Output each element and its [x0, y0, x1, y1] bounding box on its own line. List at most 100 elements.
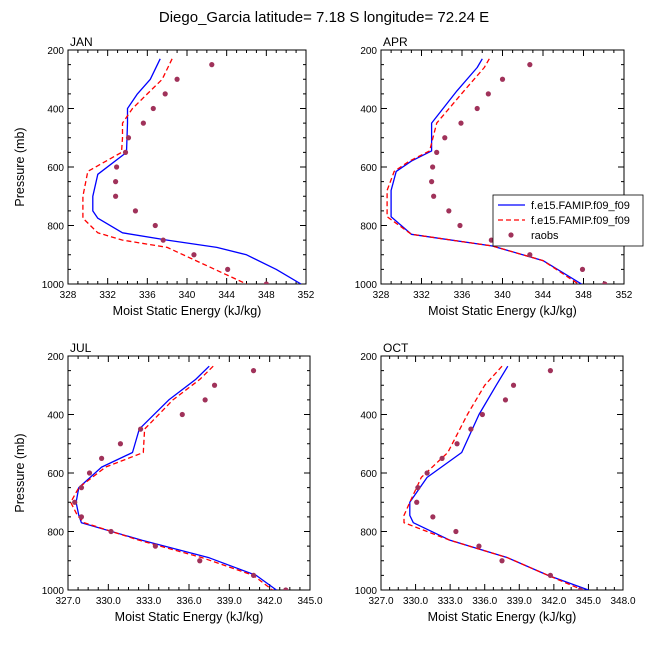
y-tick-label: 400 [47, 411, 64, 422]
raobs-point [474, 105, 480, 112]
series-solid-line [92, 58, 302, 284]
raobs-point [454, 441, 460, 447]
x-tick-label: 332 [413, 290, 430, 301]
raobs-point [108, 528, 114, 535]
y-axis-label: Pressure (mb) [13, 433, 27, 512]
series-dashed-line [82, 58, 247, 284]
raobs-point [122, 149, 129, 155]
legend: f.e15.FAMIP.f09_f09 f.e15.FAMIP.f09_f09ra… [492, 194, 644, 247]
y-tick-label: 1000 [42, 586, 65, 597]
raobs-point [457, 222, 463, 229]
panel-label: JAN [70, 35, 93, 49]
y-tick-label: 800 [47, 222, 64, 233]
raobs-point [263, 281, 269, 284]
legend-label: raobs [531, 230, 559, 242]
raobs-point [527, 62, 533, 68]
y-tick-label: 1000 [42, 280, 65, 291]
raobs-point [160, 237, 166, 243]
x-tick-label: 345.0 [297, 596, 322, 607]
raobs-point [547, 572, 554, 578]
raobs-point [499, 76, 506, 82]
x-tick-label: 336.0 [472, 596, 497, 607]
x-axis-label: Moist Static Energy (kJ/kg) [113, 304, 262, 318]
raobs-point [476, 543, 482, 549]
x-tick-label: 344 [218, 290, 235, 301]
raobs-point [138, 426, 144, 432]
y-tick-label: 400 [360, 411, 377, 422]
x-axis-label: Moist Static Energy (kJ/kg) [428, 304, 577, 318]
raobs-point [414, 499, 420, 505]
x-tick-label: 348 [575, 290, 592, 301]
y-tick-label: 400 [47, 105, 64, 116]
x-tick-label: 344 [535, 290, 552, 301]
y-axis-label: Pressure (mb) [13, 127, 27, 206]
raobs-point [250, 572, 257, 578]
raobs-point [446, 208, 452, 214]
x-tick-label: 336 [139, 290, 156, 301]
raobs-point [468, 426, 474, 432]
panel-apr: APR 328 332 336 340 344 348 352 200 400 600 800 1000… [355, 35, 644, 318]
raobs-point [453, 528, 459, 535]
y-tick-label: 600 [47, 469, 64, 480]
series-dashed-line [386, 58, 579, 284]
y-tick-label: 200 [47, 352, 64, 363]
raobs-point [547, 368, 554, 374]
raobs-point [250, 368, 257, 374]
raobs-point [211, 382, 218, 388]
raobs-point [479, 411, 486, 418]
raobs-point [113, 164, 120, 170]
raobs-point [499, 558, 505, 564]
raobs-point [442, 135, 448, 141]
raobs-point [132, 208, 139, 214]
panel-jul: JUL 327.0 330.0 333.0 336.0 339.0 342.0 345.0 20… [13, 341, 323, 624]
x-tick-label: 340 [494, 290, 511, 301]
raobs-point [225, 266, 231, 272]
raobs-point [430, 164, 436, 170]
raobs-point [415, 485, 421, 491]
y-tick-label: 1000 [355, 280, 378, 291]
raobs-point [424, 470, 430, 476]
y-tick-label: 800 [47, 528, 64, 539]
plot-frame [380, 355, 624, 591]
raobs-point [434, 149, 440, 155]
raobs-point [197, 558, 203, 564]
y-tick-label: 800 [360, 528, 377, 539]
x-tick-label: 330.0 [403, 596, 428, 607]
legend-marker [508, 232, 514, 238]
y-tick-label: 800 [360, 222, 377, 233]
plot-frame [67, 49, 307, 285]
raobs-point [162, 91, 168, 97]
y-tick-label: 600 [360, 469, 377, 480]
series-group [70, 365, 289, 590]
raobs-point [174, 76, 180, 82]
raobs-point [117, 441, 124, 447]
x-tick-label: 327.0 [55, 596, 80, 607]
series-dashed-line [403, 365, 583, 590]
x-tick-label: 330.0 [96, 596, 121, 607]
raobs-point [78, 514, 85, 520]
raobs-point [602, 281, 608, 284]
x-tick-label: 333.0 [438, 596, 463, 607]
x-tick-label: 348 [258, 290, 275, 301]
raobs-point [191, 252, 197, 258]
y-tick-label: 600 [360, 163, 377, 174]
y-tick-label: 400 [360, 105, 377, 116]
raobs-point [485, 91, 491, 97]
raobs-point [113, 179, 119, 185]
legend-label: f.e15.FAMIP.f09_f09 [531, 215, 630, 227]
y-tick-label: 600 [47, 163, 64, 174]
x-tick-label: 332 [99, 290, 116, 301]
y-tick-label: 200 [360, 46, 377, 57]
x-tick-label: 327.0 [368, 596, 393, 607]
x-tick-label: 348.0 [610, 596, 635, 607]
raobs-point [113, 193, 119, 199]
raobs-point [439, 455, 445, 461]
raobs-point [510, 382, 517, 388]
x-tick-label: 333.0 [136, 596, 161, 607]
raobs-point [202, 397, 208, 403]
panel-label: JUL [70, 341, 92, 355]
x-tick-label: 342.0 [257, 596, 282, 607]
series-solid-line [409, 365, 589, 590]
raobs-point [152, 543, 158, 549]
